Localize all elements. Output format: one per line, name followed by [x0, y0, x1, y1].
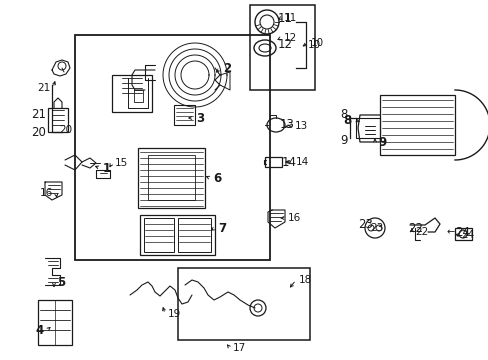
Bar: [140, 215, 215, 255]
Text: 8: 8: [343, 113, 351, 126]
Text: 13: 13: [280, 118, 294, 131]
Text: 9: 9: [340, 134, 347, 147]
Text: 15: 15: [115, 158, 128, 168]
Bar: [174, 105, 195, 125]
Text: 20: 20: [31, 126, 46, 139]
Text: ←: ←: [446, 227, 454, 237]
Text: 14: 14: [282, 156, 296, 168]
Bar: [249, 5, 314, 90]
Text: 16: 16: [287, 213, 301, 223]
Text: 20: 20: [59, 125, 72, 135]
Bar: [75, 35, 269, 260]
Bar: [112, 75, 152, 112]
Bar: [379, 95, 454, 155]
Text: 10: 10: [310, 38, 324, 48]
Text: 10: 10: [307, 40, 321, 50]
Text: 3: 3: [196, 112, 203, 125]
Text: 8: 8: [340, 108, 347, 122]
Text: 1: 1: [103, 162, 111, 175]
Bar: [138, 148, 204, 208]
Text: 13: 13: [294, 121, 307, 131]
Bar: [143, 218, 174, 252]
Bar: [355, 118, 379, 138]
Text: 17: 17: [232, 343, 246, 353]
Text: 11: 11: [284, 13, 297, 23]
Bar: [454, 228, 471, 240]
Text: 22: 22: [414, 227, 427, 237]
Text: 21: 21: [31, 108, 46, 121]
Text: 14: 14: [295, 157, 308, 167]
Text: 7: 7: [218, 221, 225, 234]
Text: 11: 11: [278, 12, 292, 24]
Text: 23: 23: [357, 219, 372, 231]
Bar: [264, 157, 282, 167]
Text: 22: 22: [407, 221, 422, 234]
Text: 12: 12: [284, 33, 297, 43]
Text: 16: 16: [40, 188, 53, 198]
Text: 24: 24: [454, 226, 469, 239]
Text: 21: 21: [37, 83, 50, 93]
Text: 19: 19: [168, 309, 181, 319]
Text: 5: 5: [57, 276, 65, 289]
Bar: [178, 268, 309, 340]
Bar: [178, 218, 210, 252]
Text: 6: 6: [213, 171, 221, 184]
Text: 18: 18: [298, 275, 312, 285]
Text: 12: 12: [278, 39, 292, 51]
Bar: [38, 300, 72, 345]
Text: 2: 2: [223, 62, 231, 75]
Text: 23: 23: [369, 223, 383, 233]
Text: 9: 9: [377, 136, 386, 149]
Bar: [148, 155, 195, 200]
Text: 4: 4: [36, 324, 44, 337]
Text: 24: 24: [460, 230, 473, 240]
Bar: [48, 108, 68, 132]
